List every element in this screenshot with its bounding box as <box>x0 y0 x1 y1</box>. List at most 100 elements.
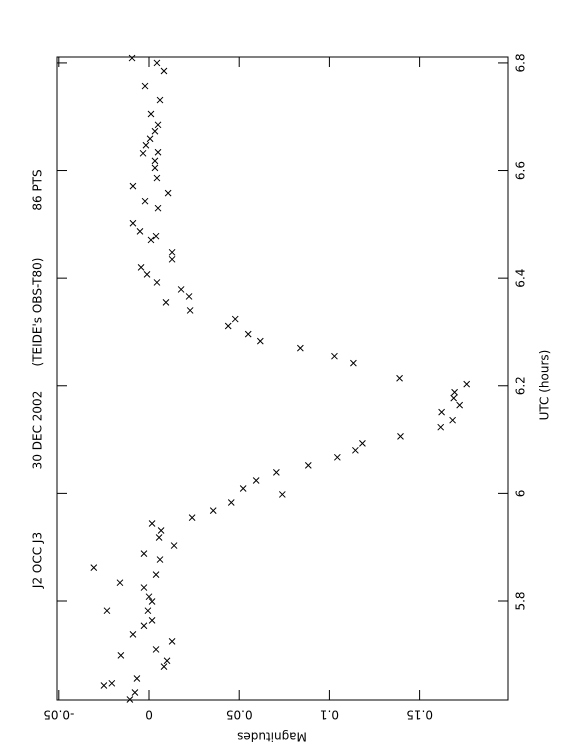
point <box>100 682 108 689</box>
point <box>103 607 111 615</box>
point <box>152 646 160 653</box>
point <box>463 380 471 388</box>
point <box>129 182 137 190</box>
point <box>141 82 149 90</box>
x-tick-label: 6.6 <box>514 161 528 180</box>
point <box>396 374 403 382</box>
point <box>227 499 235 506</box>
point <box>451 388 458 396</box>
point <box>209 507 217 514</box>
point <box>450 394 458 402</box>
point <box>145 593 153 601</box>
point <box>359 439 366 447</box>
point <box>139 149 147 157</box>
point <box>155 534 163 541</box>
y-tick-label: 0.05 <box>226 708 253 722</box>
point <box>154 204 162 212</box>
point <box>151 127 159 135</box>
point <box>126 696 134 703</box>
y-axis-label: Magnitudes <box>237 730 307 744</box>
point <box>350 359 357 367</box>
point <box>297 344 304 352</box>
point <box>153 59 161 67</box>
point <box>140 622 148 630</box>
point <box>397 432 404 440</box>
point <box>153 174 161 182</box>
point <box>188 514 196 521</box>
y-tick-label: 0 <box>145 708 153 722</box>
y-tick-label: -0.05 <box>43 708 74 722</box>
point <box>156 556 164 563</box>
point <box>231 315 239 323</box>
x-axis-label: UTC (hours) <box>538 350 552 421</box>
point <box>148 598 156 605</box>
point <box>156 96 164 104</box>
point <box>244 330 252 338</box>
point <box>449 416 456 424</box>
point <box>146 135 154 143</box>
point <box>152 232 160 240</box>
point <box>177 286 185 293</box>
point <box>154 148 162 156</box>
point <box>157 527 165 534</box>
point <box>256 337 264 345</box>
point <box>131 689 139 696</box>
point <box>90 564 98 571</box>
point <box>168 637 176 645</box>
x-tick-label: 6 <box>514 490 528 498</box>
point <box>140 550 148 557</box>
point <box>168 248 176 256</box>
point <box>304 462 312 469</box>
point <box>170 542 178 549</box>
point <box>331 352 338 360</box>
point <box>456 401 464 409</box>
x-tick-label: 6.4 <box>514 269 528 288</box>
point <box>129 631 137 638</box>
title-part: 30 DEC 2002 <box>31 391 45 470</box>
point <box>164 189 172 197</box>
title-part: 86 PTS <box>31 169 45 210</box>
point <box>147 236 155 244</box>
point <box>163 657 171 665</box>
point <box>153 279 161 286</box>
point <box>168 255 176 263</box>
y-tick-label: 0.1 <box>320 708 339 722</box>
x-tick-label: 6.2 <box>514 376 528 395</box>
point <box>160 663 168 670</box>
point <box>352 446 359 454</box>
x-tick-label: 5.8 <box>514 591 528 610</box>
point <box>129 219 137 227</box>
point <box>151 157 159 165</box>
point <box>252 477 260 484</box>
point <box>133 675 141 682</box>
point <box>117 651 125 659</box>
plot-frame <box>56 56 509 701</box>
point <box>147 110 155 118</box>
point <box>224 322 232 330</box>
point <box>141 197 149 205</box>
point <box>333 453 341 461</box>
point <box>151 164 159 172</box>
point <box>160 67 168 75</box>
point <box>239 485 247 492</box>
title-part: (TEIDE's OBS-T80) <box>31 258 45 367</box>
y-tick-label: 0.15 <box>406 708 433 722</box>
point <box>140 584 148 591</box>
point <box>186 307 194 314</box>
point <box>116 579 124 587</box>
point <box>438 408 445 416</box>
point <box>154 121 162 129</box>
point <box>128 54 136 62</box>
point <box>278 491 286 498</box>
point <box>152 571 160 578</box>
point <box>142 141 150 149</box>
point <box>143 271 151 278</box>
point <box>273 469 280 476</box>
point <box>144 607 152 615</box>
point <box>136 227 144 235</box>
x-tick-label: 6.8 <box>514 53 528 72</box>
point <box>108 679 116 687</box>
point <box>437 423 445 431</box>
point <box>162 299 170 306</box>
